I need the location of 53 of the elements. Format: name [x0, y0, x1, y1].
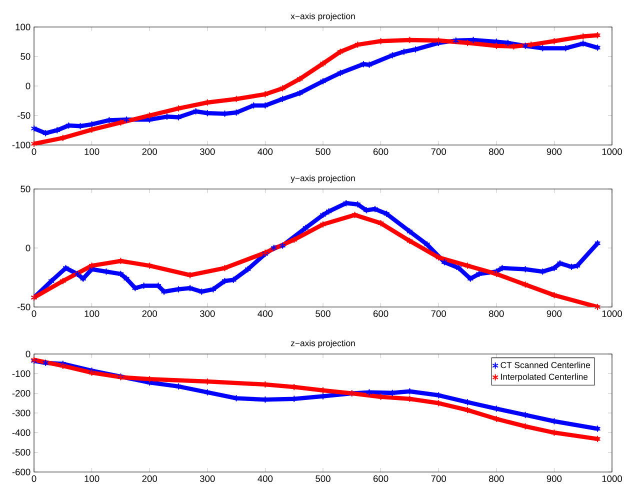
x-tick-label: 400 — [258, 475, 273, 482]
x-tick-label: 1000 — [602, 310, 622, 317]
y-tick-label: 0 — [26, 244, 30, 252]
x-tick-label: 400 — [258, 148, 273, 155]
y-tick-label: -50 — [18, 304, 30, 310]
x-tick-label: 200 — [142, 310, 158, 317]
x-tick-label: 600 — [373, 310, 388, 317]
x-tick-label: 700 — [431, 310, 446, 317]
y-tick-label: -100 — [12, 370, 30, 377]
chart-title: x−axis projection — [290, 12, 355, 21]
x-tick-label: 900 — [546, 310, 562, 317]
y-tick-label: 100 — [16, 24, 30, 30]
y-tick-label: 0 — [26, 350, 30, 358]
x-tick-label: 500 — [316, 148, 330, 155]
x-tick-label: 100 — [84, 310, 100, 317]
y-tick-label: -400 — [12, 429, 30, 436]
y-tick-label: -300 — [12, 410, 30, 416]
y-tick-label: -600 — [12, 468, 30, 476]
x-tick-label: 300 — [200, 148, 215, 155]
legend-label: Interpolated Centerline — [501, 373, 588, 382]
y-tick-label: 50 — [20, 53, 30, 60]
x-tick-label: 500 — [316, 475, 330, 482]
x-tick-label: 300 — [200, 475, 215, 482]
x-tick-label: 600 — [373, 475, 388, 482]
x-tick-label: 300 — [200, 310, 215, 317]
x-tick-label: 400 — [258, 310, 273, 317]
x-tick-label: 900 — [546, 475, 562, 482]
x-tick-label: 800 — [489, 310, 504, 317]
x-tick-label: 0 — [32, 475, 36, 482]
x-tick-label: 800 — [489, 475, 504, 482]
x-tick-label: 0 — [32, 148, 36, 155]
y-tick-label: 50 — [20, 186, 30, 192]
y-tick-label: -500 — [12, 449, 30, 456]
x-tick-label: 700 — [431, 475, 446, 482]
x-tick-label: 1000 — [602, 475, 622, 482]
x-tick-label: 0 — [32, 310, 36, 317]
y-tick-label: -50 — [18, 112, 30, 119]
x-tick-label: 1000 — [602, 148, 622, 155]
x-tick-label: 800 — [489, 148, 504, 155]
y-tick-label: -200 — [12, 390, 30, 397]
x-tick-label: 200 — [142, 148, 158, 155]
x-tick-label: 500 — [316, 310, 330, 317]
x-tick-label: 600 — [373, 148, 388, 155]
chart-title: y−axis projection — [290, 174, 355, 183]
x-tick-label: 200 — [142, 475, 158, 482]
x-tick-label: 700 — [431, 148, 446, 155]
x-tick-label: 100 — [84, 148, 100, 155]
x-tick-label: 900 — [546, 148, 562, 155]
y-tick-label: 0 — [26, 82, 30, 90]
y-tick-label: -100 — [12, 142, 30, 148]
chart-title: z−axis projection — [290, 340, 355, 348]
legend-label: CT Scanned Centerline — [500, 362, 590, 368]
x-tick-label: 100 — [84, 475, 100, 482]
